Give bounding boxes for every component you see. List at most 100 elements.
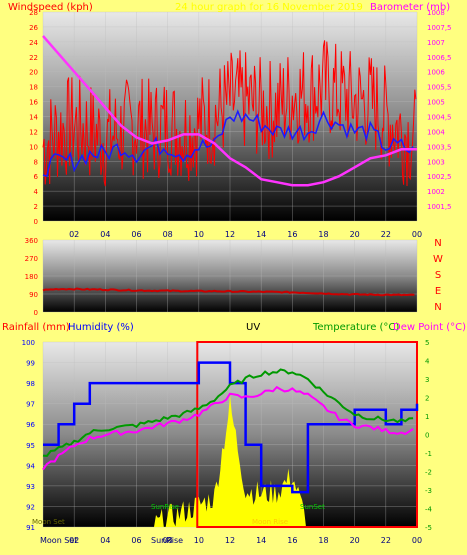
barometer-tick-label: 1006 xyxy=(427,69,445,77)
bottom-x-tick-label: 16 xyxy=(287,536,297,545)
direction-tick-label: 0 xyxy=(34,309,38,317)
humidity-tick-label: 94 xyxy=(26,462,35,470)
top-x-tick-label: 20 xyxy=(350,230,360,239)
windspeed-tick-label: 22 xyxy=(29,54,38,62)
top-x-tick-label: 06 xyxy=(131,230,141,239)
event-sunrise-inline: SunRise xyxy=(151,503,179,511)
barometer-tick-label: 1003,5 xyxy=(427,143,452,151)
top-x-tick-label: 22 xyxy=(381,230,391,239)
top-x-tick-label: 10 xyxy=(194,230,204,239)
humidity-tick-label: 95 xyxy=(26,442,35,450)
humidity-tick-label: 96 xyxy=(26,421,35,429)
compass-label: W xyxy=(433,254,443,265)
barometer-tick-label: 1005 xyxy=(427,99,445,107)
top-x-tick-label: 08 xyxy=(163,230,173,239)
compass-label: N xyxy=(434,302,441,313)
event-moon-set: Moon Set xyxy=(40,536,77,545)
bottom-x-tick-label: 04 xyxy=(100,536,110,545)
barometer-tick-label: 1007,5 xyxy=(427,24,452,32)
humidity-tick-label: 93 xyxy=(26,483,35,491)
temperature-tick-label: 2 xyxy=(425,395,429,403)
temperature-tick-label: -1 xyxy=(425,450,432,458)
direction-tick-label: 270 xyxy=(25,255,38,263)
temperature-tick-label: 5 xyxy=(425,339,429,347)
windspeed-series xyxy=(42,40,417,187)
windspeed-tick-label: 18 xyxy=(29,84,38,92)
humidity-series xyxy=(43,361,419,494)
wind-average-series xyxy=(42,109,414,178)
temperature-tick-label: -3 xyxy=(425,487,432,495)
windspeed-tick-label: 20 xyxy=(29,69,38,77)
humidity-tick-label: 99 xyxy=(26,360,35,368)
uv-series xyxy=(43,394,417,527)
bottom-x-tick-label: 14 xyxy=(256,536,266,545)
humidity-axis-title: Humidity (%) xyxy=(68,322,134,333)
direction-tick-label: 360 xyxy=(25,237,38,245)
compass-label: E xyxy=(435,286,441,297)
temperature-tick-label: -5 xyxy=(425,524,432,532)
bottom-x-tick-label: 00 xyxy=(412,536,422,545)
temperature-tick-label: 3 xyxy=(425,376,429,384)
rainfall-axis-title: Rainfall (mm) xyxy=(2,322,70,333)
windspeed-tick-label: 26 xyxy=(29,24,38,32)
temperature-tick-label: 1 xyxy=(425,413,429,421)
compass-label: S xyxy=(435,270,441,281)
direction-tick-label: 180 xyxy=(25,273,38,281)
top-x-tick-label: 04 xyxy=(100,230,110,239)
top-x-tick-label: 18 xyxy=(318,230,328,239)
bottom-x-tick-label: 18 xyxy=(318,536,328,545)
windspeed-tick-label: 28 xyxy=(29,9,38,17)
dewpoint-series xyxy=(42,385,414,471)
temperature-tick-label: 0 xyxy=(425,432,429,440)
barometer-tick-label: 1007 xyxy=(427,39,445,47)
bottom-x-tick-label: 12 xyxy=(225,536,235,545)
daylight-marker xyxy=(196,341,418,528)
windspeed-tick-label: 0 xyxy=(34,218,38,226)
barometer-series xyxy=(42,35,417,187)
barometer-tick-label: 1002,5 xyxy=(427,173,452,181)
temperature-series xyxy=(42,368,414,457)
bottom-x-tick-label: 06 xyxy=(131,536,141,545)
windspeed-axis-title: Windspeed (kph) xyxy=(8,2,93,13)
compass-label: N xyxy=(434,238,441,249)
direction-tick-label: 90 xyxy=(29,291,38,299)
humidity-tick-label: 98 xyxy=(26,380,35,388)
bottom-x-tick-label: 10 xyxy=(194,536,204,545)
temperature-tick-label: 4 xyxy=(425,358,430,366)
top-x-tick-label: 12 xyxy=(225,230,235,239)
windspeed-tick-label: 16 xyxy=(29,99,38,107)
top-x-tick-label: 14 xyxy=(256,230,266,239)
barometer-tick-label: 1004 xyxy=(427,128,445,136)
top-x-tick-label: 16 xyxy=(287,230,297,239)
bottom-x-tick-label: 08 xyxy=(163,536,173,545)
chart-title: 24 hour graph for 16 November 2019 xyxy=(175,2,363,13)
windspeed-tick-label: 24 xyxy=(29,39,38,47)
humidity-tick-label: 92 xyxy=(26,503,35,511)
bottom-x-tick-label: 20 xyxy=(350,536,360,545)
windspeed-tick-label: 4 xyxy=(34,188,39,196)
temperature-tick-label: -4 xyxy=(425,506,433,514)
event-moon-set-inline: Moon Set xyxy=(32,518,65,526)
barometer-tick-label: 1003 xyxy=(427,158,445,166)
windspeed-tick-label: 8 xyxy=(34,158,38,166)
bottom-x-tick-label: 22 xyxy=(381,536,391,545)
temperature-tick-label: -2 xyxy=(425,469,432,477)
dewpoint-axis-title: Dew Point (°C) xyxy=(393,322,466,333)
barometer-tick-label: 1004,5 xyxy=(427,114,452,122)
barometer-tick-label: 1006,5 xyxy=(427,54,452,62)
humidity-tick-label: 97 xyxy=(26,401,35,409)
windspeed-tick-label: 14 xyxy=(29,114,38,122)
barometer-tick-label: 1002 xyxy=(427,188,445,196)
bottom-x-tick-label: 02 xyxy=(69,536,79,545)
uv-axis-title: UV xyxy=(246,322,260,333)
humidity-tick-label: 91 xyxy=(26,524,35,532)
windspeed-tick-label: 6 xyxy=(34,173,39,181)
barometer-axis-title: Barometer (mb) xyxy=(370,2,450,13)
barometer-tick-label: 1005,5 xyxy=(427,84,452,92)
top-x-tick-label: 00 xyxy=(412,230,422,239)
event-moon-rise-inline: Moon Rise xyxy=(252,518,288,526)
event-sunset-inline: SunSet xyxy=(300,503,325,511)
windspeed-tick-label: 2 xyxy=(34,203,38,211)
barometer-tick-label: 1001,5 xyxy=(427,203,452,211)
